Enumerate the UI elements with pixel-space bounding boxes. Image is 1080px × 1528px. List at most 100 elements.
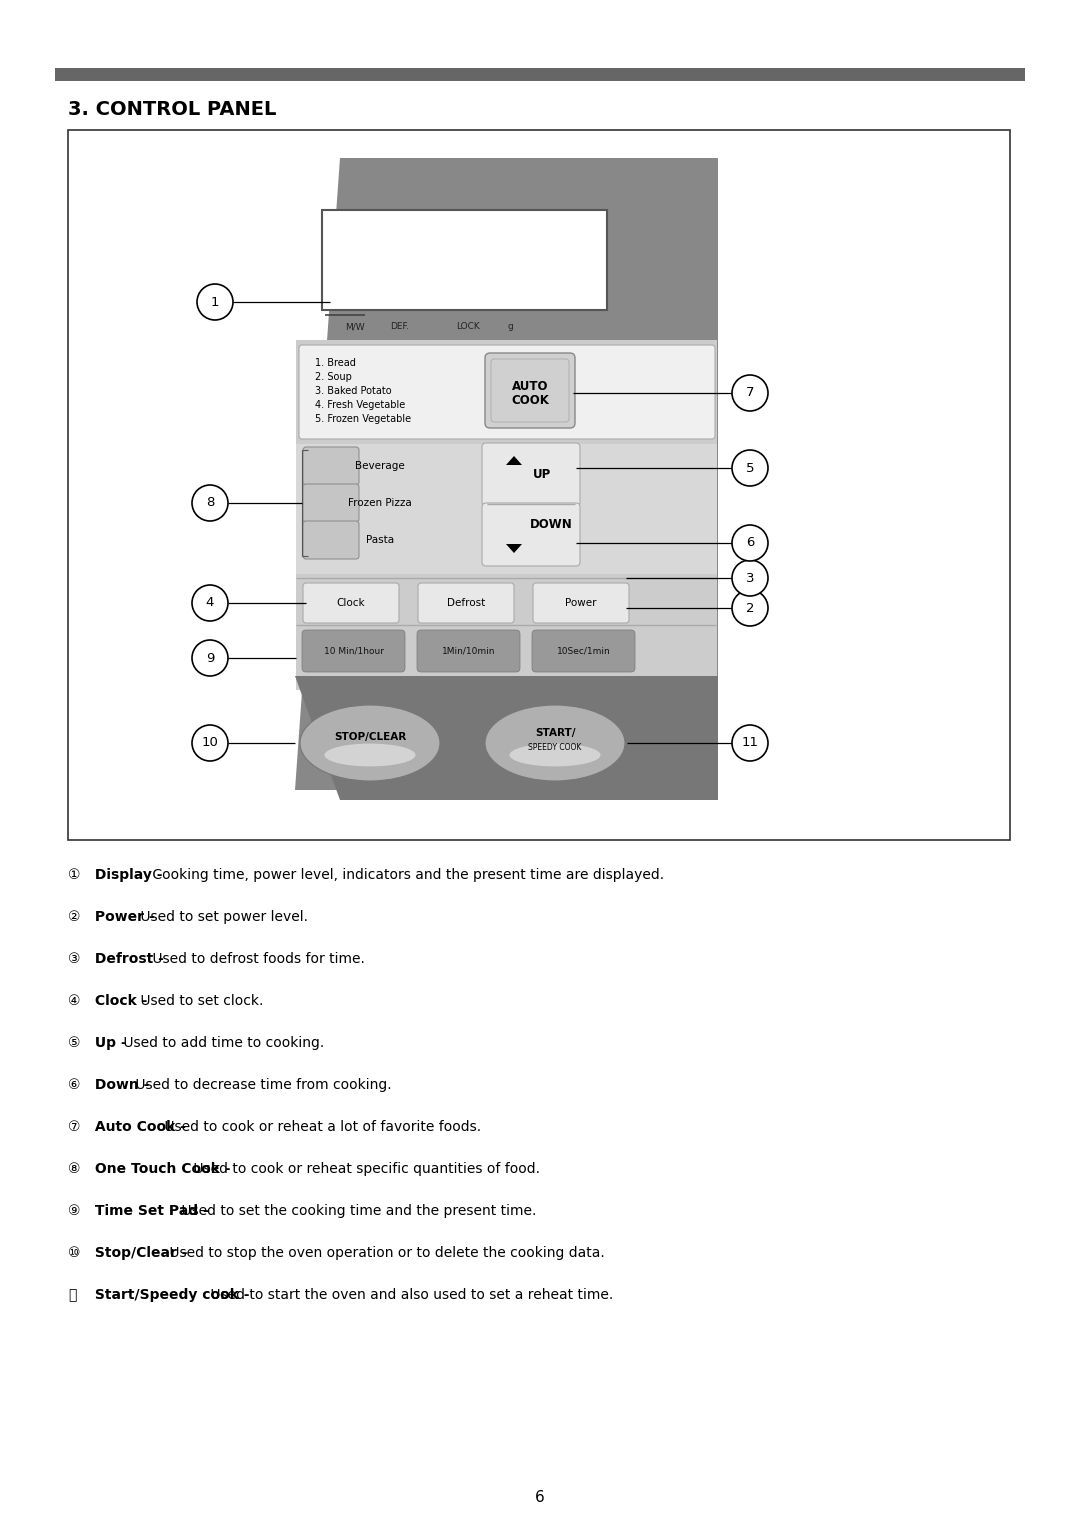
Circle shape [197,284,233,319]
Circle shape [732,374,768,411]
Text: AUTO: AUTO [512,380,549,393]
Text: ②: ② [68,911,81,924]
Text: 4. Fresh Vegetable: 4. Fresh Vegetable [315,400,405,410]
FancyBboxPatch shape [299,345,715,439]
FancyBboxPatch shape [485,353,575,428]
Text: ⑦: ⑦ [68,1120,81,1134]
Text: Used to cook or reheat specific quantities of food.: Used to cook or reheat specific quantiti… [189,1161,540,1177]
Text: 10: 10 [202,736,218,750]
Text: Clock -: Clock - [90,995,147,1008]
Ellipse shape [324,744,416,767]
Text: STOP/CLEAR: STOP/CLEAR [334,732,406,743]
Text: DOWN: DOWN [530,518,572,532]
Text: 8: 8 [206,497,214,509]
Text: 3. CONTROL PANEL: 3. CONTROL PANEL [68,99,276,119]
Text: Display -: Display - [90,868,162,882]
Text: Start/Speedy cook -: Start/Speedy cook - [90,1288,249,1302]
FancyBboxPatch shape [417,630,519,672]
Text: Used to defrost foods for time.: Used to defrost foods for time. [148,952,365,966]
Ellipse shape [510,744,600,767]
Polygon shape [295,675,718,801]
FancyBboxPatch shape [534,584,629,623]
Text: 4: 4 [206,596,214,610]
Ellipse shape [300,704,440,781]
Text: Stop/Clear -: Stop/Clear - [90,1245,188,1261]
Text: 7: 7 [746,387,754,399]
Circle shape [192,585,228,620]
Text: Defrost: Defrost [447,597,485,608]
Text: Down -: Down - [90,1077,149,1093]
Circle shape [192,724,228,761]
FancyBboxPatch shape [303,521,359,559]
Text: 6: 6 [535,1490,545,1505]
FancyBboxPatch shape [482,503,580,565]
Text: START/: START/ [535,727,576,738]
Text: ③: ③ [68,952,81,966]
Bar [68,130,1010,840]
Text: ⑤: ⑤ [68,1036,81,1050]
Text: 11: 11 [742,736,758,750]
Circle shape [192,640,228,675]
Text: Used to stop the oven operation or to delete the cooking data.: Used to stop the oven operation or to de… [165,1245,605,1261]
Text: DEF.: DEF. [391,322,409,332]
Circle shape [732,451,768,486]
FancyBboxPatch shape [303,584,399,623]
Text: Used to set the cooking time and the present time.: Used to set the cooking time and the pre… [177,1204,537,1218]
Text: 9: 9 [206,651,214,665]
Text: Power -: Power - [90,911,154,924]
Bar [55,69,1025,81]
Text: Beverage: Beverage [355,461,405,471]
Circle shape [732,590,768,626]
Text: Power: Power [565,597,597,608]
Text: ⑩: ⑩ [68,1245,81,1261]
Polygon shape [507,455,522,465]
Text: Used to cook or reheat a lot of favorite foods.: Used to cook or reheat a lot of favorite… [160,1120,481,1134]
Bar [296,445,717,575]
Text: 2. Soup: 2. Soup [315,371,352,382]
Text: 3: 3 [746,571,754,585]
Text: Used to set power level.: Used to set power level. [136,911,309,924]
Bar [322,209,607,310]
Text: Used to start the oven and also used to set a reheat time.: Used to start the oven and also used to … [206,1288,613,1302]
Circle shape [732,559,768,596]
Text: Used to decrease time from cooking.: Used to decrease time from cooking. [131,1077,391,1093]
Text: UP: UP [534,468,551,481]
FancyBboxPatch shape [491,359,569,422]
Text: One Touch Cook -: One Touch Cook - [90,1161,230,1177]
Circle shape [192,484,228,521]
Text: Frozen Pizza: Frozen Pizza [348,498,411,507]
Text: 1: 1 [211,295,219,309]
Text: Used to set clock.: Used to set clock. [136,995,264,1008]
Text: Clock: Clock [337,597,365,608]
Polygon shape [507,544,522,553]
Text: ①: ① [68,868,81,882]
FancyBboxPatch shape [482,443,580,506]
Text: ⑪: ⑪ [68,1288,77,1302]
Text: Used to add time to cooking.: Used to add time to cooking. [119,1036,324,1050]
Circle shape [732,724,768,761]
Text: ④: ④ [68,995,81,1008]
Text: Time Set Pad -: Time Set Pad - [90,1204,208,1218]
Ellipse shape [485,704,625,781]
Text: ⑥: ⑥ [68,1077,81,1093]
Text: Defrost -: Defrost - [90,952,164,966]
Text: Pasta: Pasta [366,535,394,545]
Text: 2: 2 [746,602,754,614]
FancyBboxPatch shape [418,584,514,623]
Polygon shape [295,157,718,790]
Text: 6: 6 [746,536,754,550]
FancyBboxPatch shape [303,448,359,484]
Bar [296,341,717,691]
Text: 1Min/10min: 1Min/10min [442,646,496,656]
Text: LOCK: LOCK [456,322,480,332]
Text: 5: 5 [746,461,754,475]
Circle shape [732,526,768,561]
Text: 10Sec/1min: 10Sec/1min [556,646,610,656]
FancyBboxPatch shape [303,484,359,523]
Text: Cooking time, power level, indicators and the present time are displayed.: Cooking time, power level, indicators an… [148,868,664,882]
Text: 3. Baked Potato: 3. Baked Potato [315,387,392,396]
Text: g: g [508,322,513,332]
Text: M/W: M/W [346,322,365,332]
Text: 10 Min/1hour: 10 Min/1hour [324,646,383,656]
Text: COOK: COOK [511,394,549,406]
